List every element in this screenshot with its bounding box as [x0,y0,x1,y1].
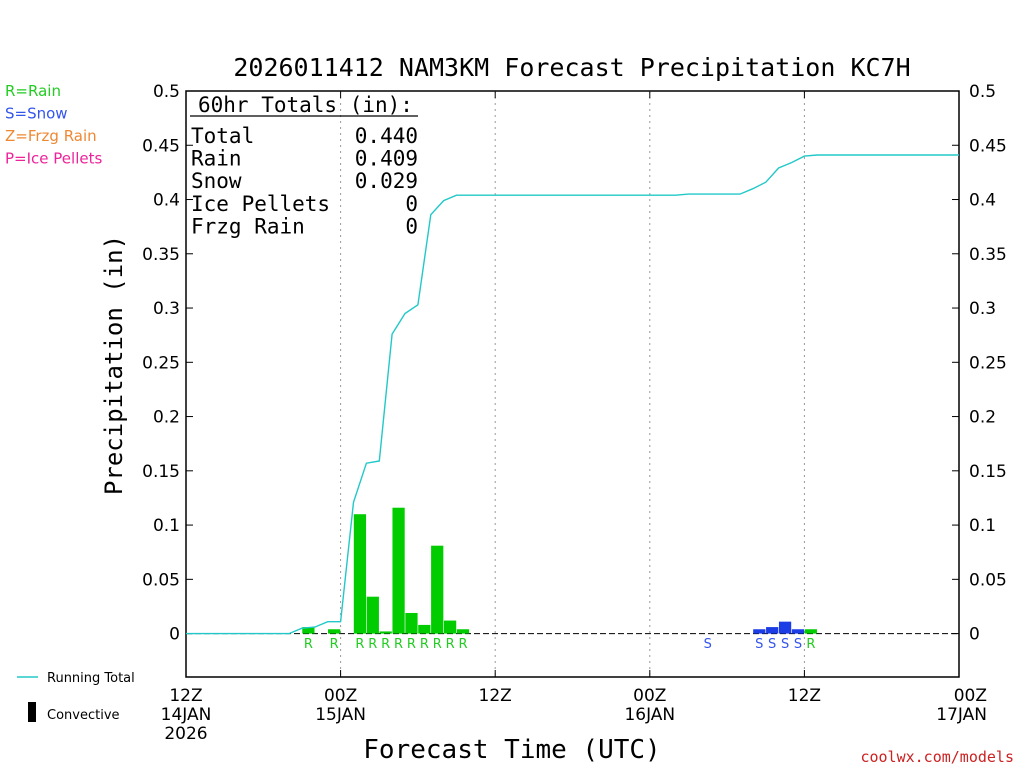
precip-bar [753,629,766,634]
y-tick-label: 0.2 [153,408,180,428]
y-tick-label: 0.45 [969,136,1007,156]
y-tick-label: 0.15 [142,462,180,482]
y-axis-label: Precipitation (in) [100,235,128,495]
precip-bar [431,545,444,634]
grid-lines [340,91,805,677]
x-tick-label: 12Z [788,686,821,706]
precip-type-label: S [768,637,776,652]
precip-bar [791,629,805,634]
y-tick-label: 0.35 [969,245,1007,265]
totals-label: Ice Pellets [191,192,330,216]
y-tick-label: 0 [969,625,980,645]
y-tick-label: 0.1 [153,516,180,536]
precip-type-label: R [381,637,390,652]
convective-legend-swatch [28,702,36,722]
precip-type-label: R [458,637,467,652]
y-tick-label: 0.2 [969,408,996,428]
precip-type-label: R [433,637,442,652]
precip-bar [443,620,457,634]
precip-bar [353,514,367,634]
y-tick-label: 0.35 [142,245,180,265]
precip-bars [302,507,817,634]
x-tick-label: 00Z [633,686,666,706]
precip-type-label: R [304,637,313,652]
y-axis-left: 0.5 0.45 0.4 0.35 0.3 0.25 0.2 0.15 0.1 0.05 0 [142,82,193,645]
totals-label: Rain [191,147,242,171]
precip-type-label: S [794,637,802,652]
x-tick-label: 00Z [324,686,357,706]
x-tick-year: 2026 [164,724,207,744]
precip-type-label: R [330,637,339,652]
precip-type-label: S [755,637,763,652]
precip-type-label: R [446,637,455,652]
convective-legend-label: Convective [47,708,120,723]
totals-value: 0 [405,214,418,238]
x-tick-label: 00Z [954,686,987,706]
y-tick-label: 0.5 [153,82,180,102]
precip-type-label: R [420,637,429,652]
y-tick-label: 0.5 [969,82,996,102]
y-tick-label: 0.25 [142,353,180,373]
legend-R: R=Rain [5,82,61,100]
totals-value: 0.440 [355,124,418,148]
totals-header: 60hr Totals (in): [198,93,413,117]
precip-type-legend: R=Rain S=Snow Z=Frzg Rain P=Ice Pellets [5,82,102,168]
totals-value: 0.029 [355,169,418,193]
precip-bar [328,629,341,634]
x-tick-date: 16JAN [624,705,675,725]
y-tick-label: 0.05 [969,570,1007,590]
plot-area [185,90,960,678]
running-total-line [186,154,959,635]
y-tick-label: 0.15 [969,462,1007,482]
legend-P: P=Ice Pellets [5,150,102,168]
precip-bar [456,629,470,634]
legend-S: S=Snow [5,105,68,123]
y-tick-label: 0.3 [153,299,180,319]
credit-text: coolwx.com/models [860,748,1014,766]
precip-bar [778,621,792,634]
y-tick-label: 0.25 [969,353,1007,373]
x-tick-date: 14JAN [161,705,212,725]
precip-type-label: R [407,637,416,652]
precip-type-label: R [394,637,403,652]
chart-title: 2026011412 NAM3KM Forecast Precipitation… [233,53,910,82]
totals-box: 60hr Totals (in): Total 0.440 Rain 0.409 Sno… [190,93,418,238]
precip-bar [366,596,379,634]
y-tick-label: 0 [169,625,180,645]
precip-type-label: R [368,637,377,652]
y-axis-right: 0.5 0.45 0.4 0.35 0.3 0.25 0.2 0.15 0.1 0.05 0 [952,82,1007,645]
running-total-legend-label: Running Total [47,671,135,686]
x-axis-label: Forecast Time (UTC) [363,735,660,765]
totals-value: 0 [405,192,418,216]
precip-bar [379,631,392,634]
y-tick-label: 0.4 [969,191,996,211]
totals-label: Frzg Rain [191,214,305,238]
x-tick-label: 12Z [169,686,202,706]
totals-label: Total [191,124,254,148]
y-tick-label: 0.1 [969,516,996,536]
precip-bar [302,627,315,634]
precip-type-label: S [781,637,789,652]
y-tick-label: 0.45 [142,136,180,156]
x-tick-label: 12Z [479,686,512,706]
precip-bar [405,612,418,634]
x-tick-date: 15JAN [315,705,366,725]
precip-type-label: S [704,637,712,652]
precip-bar [766,627,779,634]
totals-value: 0.409 [355,147,418,171]
legend-Z: Z=Frzg Rain [5,127,97,145]
y-tick-label: 0.3 [969,299,996,319]
y-tick-label: 0.05 [142,570,180,590]
totals-label: Snow [191,169,242,193]
y-tick-label: 0.4 [153,191,180,211]
precip-bar [418,624,431,634]
precip-bar [804,629,817,634]
precip-bar [392,507,405,634]
x-tick-date: 17JAN [936,705,987,725]
precip-type-label: R [806,637,815,652]
precip-type-label: R [355,637,364,652]
